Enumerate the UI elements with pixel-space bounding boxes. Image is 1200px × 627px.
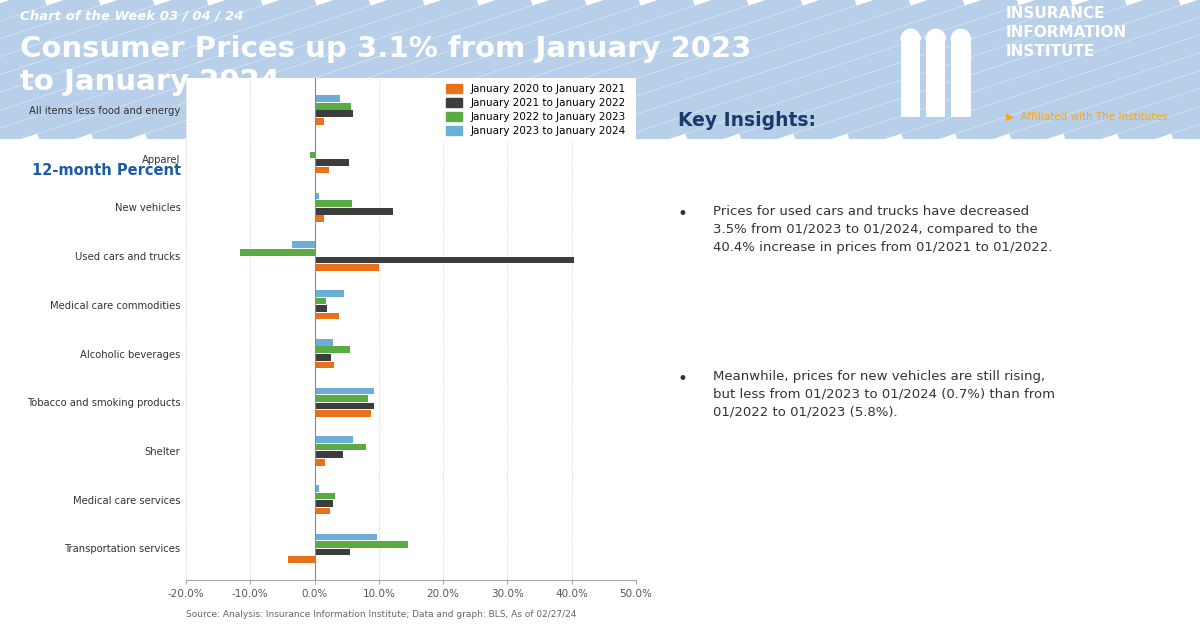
Legend: January 2020 to January 2021, January 2021 to January 2022, January 2022 to Janu: January 2020 to January 2021, January 20…: [442, 78, 631, 142]
Text: INSURANCE
INFORMATION
INSTITUTE: INSURANCE INFORMATION INSTITUTE: [1006, 6, 1127, 59]
Bar: [314, 395, 368, 402]
Bar: [314, 298, 325, 304]
Text: •: •: [678, 206, 688, 223]
Bar: [314, 216, 324, 222]
Bar: [314, 167, 329, 174]
Bar: [314, 534, 377, 540]
Bar: [314, 354, 331, 361]
Bar: [314, 118, 324, 125]
Bar: [314, 95, 340, 102]
Bar: [314, 313, 340, 320]
Text: •: •: [678, 370, 688, 388]
Bar: [314, 347, 350, 353]
Bar: [314, 444, 366, 450]
Bar: [314, 451, 343, 458]
Bar: [314, 508, 330, 514]
Bar: [314, 387, 374, 394]
Polygon shape: [926, 29, 946, 40]
Bar: [314, 159, 349, 166]
Text: Consumer Prices up 3.1% from January 2023
to January 2024: Consumer Prices up 3.1% from January 202…: [20, 34, 752, 97]
Bar: [926, 108, 946, 117]
Bar: [314, 403, 374, 409]
Bar: [314, 290, 343, 297]
Text: Meanwhile, prices for new vehicles are still rising,
but less from 01/2023 to 01: Meanwhile, prices for new vehicles are s…: [713, 370, 1055, 419]
Bar: [314, 459, 325, 466]
Polygon shape: [952, 29, 971, 40]
Bar: [288, 556, 314, 563]
Bar: [240, 249, 314, 256]
Bar: [314, 339, 334, 345]
Polygon shape: [901, 29, 920, 40]
Text: Chart of the Week 03 / 04 / 24: Chart of the Week 03 / 04 / 24: [20, 10, 244, 23]
Bar: [314, 256, 575, 263]
Text: Key Insights:: Key Insights:: [678, 112, 816, 130]
Bar: [314, 201, 352, 207]
Bar: [314, 208, 394, 214]
Bar: [310, 152, 314, 158]
Bar: [314, 410, 371, 417]
Text: Data:: Data:: [906, 608, 953, 623]
Bar: [314, 493, 335, 499]
Bar: [314, 541, 408, 548]
Bar: [314, 362, 334, 368]
Bar: [314, 549, 350, 556]
Bar: [314, 192, 319, 199]
Bar: [314, 110, 353, 117]
Bar: [314, 485, 319, 492]
Bar: [952, 108, 971, 117]
Bar: [314, 500, 334, 507]
Bar: [314, 436, 353, 443]
Bar: [314, 305, 328, 312]
Bar: [901, 108, 920, 117]
Text: 12-month Percent Change, Consumer Price Index, Selected Categories: 12-month Percent Change, Consumer Price …: [32, 163, 617, 178]
Text: Prices for used cars and trucks have decreased
3.5% from 01/2023 to 01/2024, com: Prices for used cars and trucks have dec…: [713, 206, 1052, 255]
Bar: [952, 40, 971, 109]
Bar: [901, 40, 920, 109]
Text: Source: Analysis: Insurance Information Institute; Data and graph: BLS, As of 02: Source: Analysis: Insurance Information …: [186, 611, 576, 619]
Bar: [314, 103, 350, 110]
Text: ▶  Affiliated with The Institutes: ▶ Affiliated with The Institutes: [1006, 112, 1168, 122]
Bar: [314, 264, 379, 271]
Bar: [926, 40, 946, 109]
Bar: [292, 241, 314, 248]
